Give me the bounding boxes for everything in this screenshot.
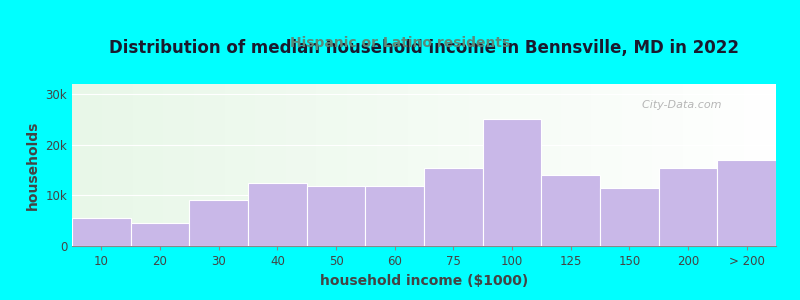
Bar: [658, 167, 718, 246]
X-axis label: household income ($1000): household income ($1000): [320, 274, 528, 288]
Bar: [130, 223, 190, 246]
Bar: [248, 183, 306, 246]
Text: City-Data.com: City-Data.com: [635, 100, 722, 110]
Bar: [542, 175, 600, 246]
Bar: [718, 160, 776, 246]
Bar: [482, 119, 542, 246]
Bar: [366, 186, 424, 246]
Bar: [72, 218, 130, 246]
Bar: [424, 167, 482, 246]
Y-axis label: households: households: [26, 120, 40, 210]
Bar: [306, 186, 366, 246]
Title: Distribution of median household income in Bennsville, MD in 2022: Distribution of median household income …: [109, 39, 739, 57]
Bar: [190, 200, 248, 246]
Bar: [600, 188, 658, 246]
Text: Hispanic or Latino residents: Hispanic or Latino residents: [290, 37, 510, 50]
